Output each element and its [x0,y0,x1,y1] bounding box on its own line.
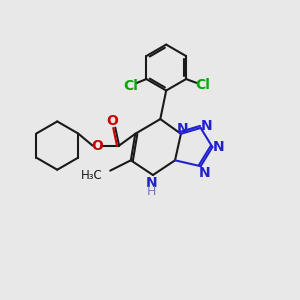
Text: H₃C: H₃C [81,169,103,182]
Text: N: N [177,122,188,136]
Text: N: N [213,140,225,154]
Text: N: N [146,176,157,190]
Text: Cl: Cl [124,79,138,92]
Text: N: N [199,166,211,180]
Text: O: O [106,114,118,128]
Text: O: O [91,139,103,153]
Text: Cl: Cl [195,78,210,92]
Text: H: H [147,185,156,198]
Text: N: N [201,118,212,133]
